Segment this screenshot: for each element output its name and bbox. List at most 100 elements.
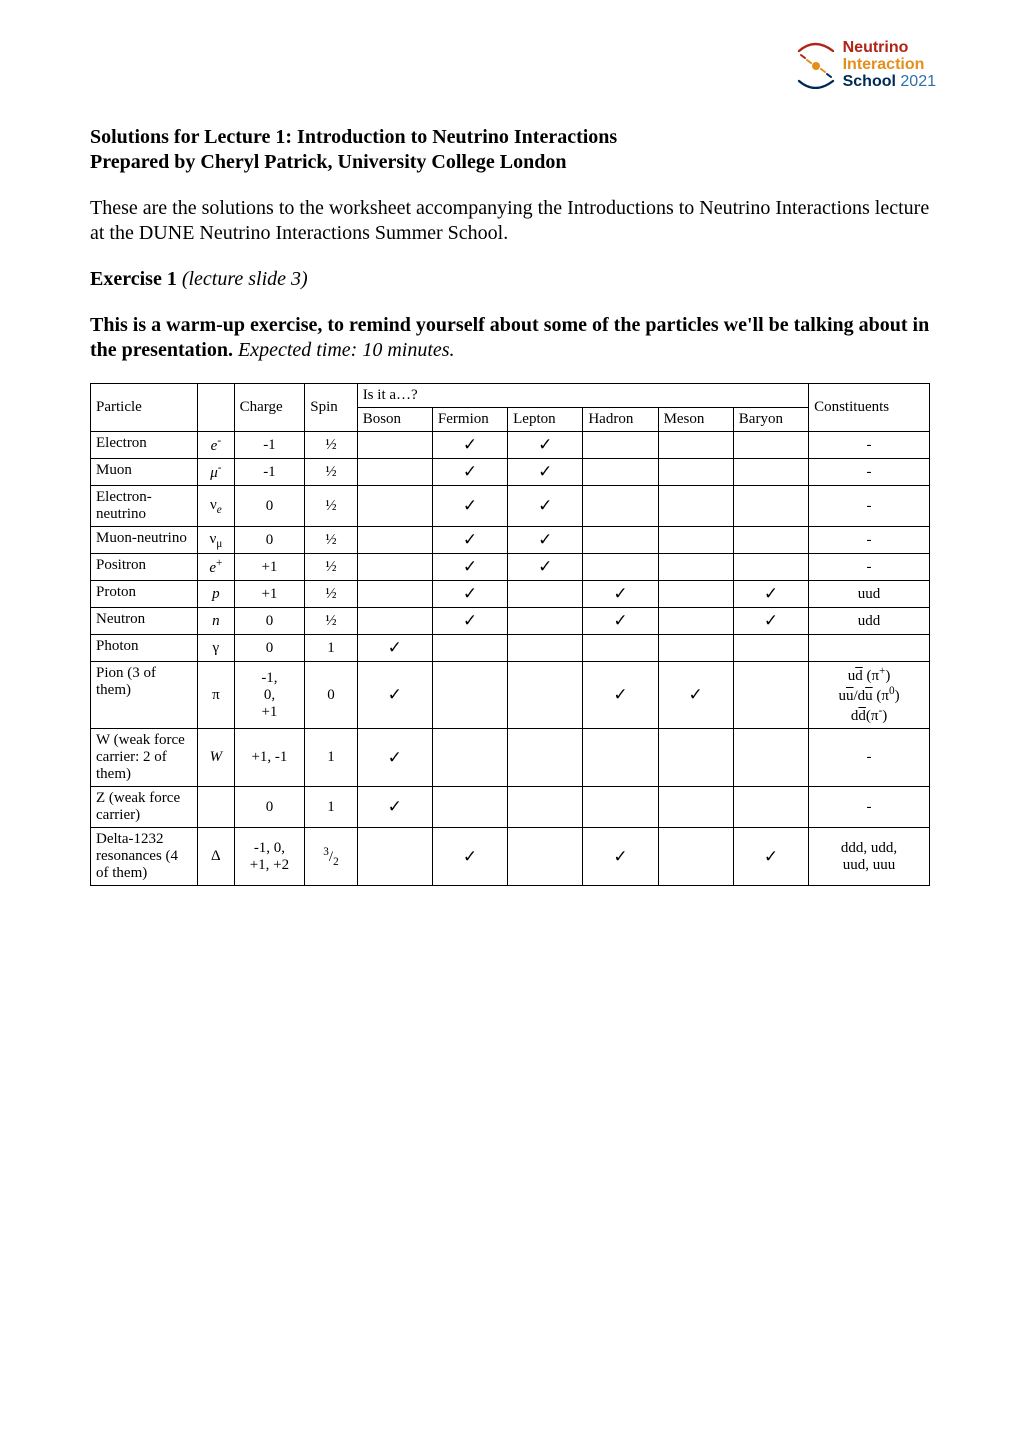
cell-hadron — [583, 635, 658, 662]
th-baryon: Baryon — [733, 408, 808, 432]
table-body: Electrone--1½✓✓-Muonμ--1½✓✓-Electron-neu… — [91, 432, 930, 886]
table-row: Muonμ--1½✓✓- — [91, 459, 930, 486]
page-title: Solutions for Lecture 1: Introduction to… — [90, 126, 930, 149]
cell-lepton: ✓ — [508, 432, 583, 459]
cell-meson — [658, 608, 733, 635]
cell-boson — [357, 608, 432, 635]
cell-lepton: ✓ — [508, 527, 583, 554]
cell-lepton — [508, 828, 583, 886]
cell-charge: +1 — [234, 581, 305, 608]
cell-constituents — [809, 635, 930, 662]
cell-symbol: W — [198, 729, 234, 787]
cell-fermion: ✓ — [432, 581, 507, 608]
th-hadron: Hadron — [583, 408, 658, 432]
cell-baryon — [733, 554, 808, 581]
cell-particle: Photon — [91, 635, 198, 662]
cell-meson — [658, 729, 733, 787]
table-row: Z (weak force carrier)01✓- — [91, 787, 930, 828]
cell-constituents: ddd, udd,uud, uuu — [809, 828, 930, 886]
cell-hadron: ✓ — [583, 608, 658, 635]
cell-lepton — [508, 662, 583, 729]
cell-baryon — [733, 527, 808, 554]
cell-charge: 0 — [234, 486, 305, 527]
cell-constituents: - — [809, 432, 930, 459]
cell-constituents: - — [809, 787, 930, 828]
th-spin: Spin — [305, 384, 357, 432]
table-row: Electrone--1½✓✓- — [91, 432, 930, 459]
cell-symbol: e+ — [198, 554, 234, 581]
th-symbol — [198, 384, 234, 432]
cell-meson — [658, 581, 733, 608]
cell-symbol: n — [198, 608, 234, 635]
table-row: Neutronn0½✓✓✓udd — [91, 608, 930, 635]
cell-meson — [658, 486, 733, 527]
cell-fermion — [432, 635, 507, 662]
cell-particle: Electron-neutrino — [91, 486, 198, 527]
cell-hadron: ✓ — [583, 828, 658, 886]
cell-charge: 0 — [234, 635, 305, 662]
cell-fermion: ✓ — [432, 432, 507, 459]
page-subtitle: Prepared by Cheryl Patrick, University C… — [90, 151, 930, 174]
cell-hadron — [583, 729, 658, 787]
cell-spin: ½ — [305, 432, 357, 459]
cell-spin: 3/2 — [305, 828, 357, 886]
cell-symbol: νμ — [198, 527, 234, 554]
cell-boson: ✓ — [357, 662, 432, 729]
cell-spin: 0 — [305, 662, 357, 729]
cell-baryon — [733, 729, 808, 787]
warmup-bold: This is a warm-up exercise, to remind yo… — [90, 314, 929, 361]
cell-symbol: Δ — [198, 828, 234, 886]
cell-constituents: ud (π+)uu/du (π0)dd(π-) — [809, 662, 930, 729]
cell-particle: Electron — [91, 432, 198, 459]
cell-baryon — [733, 432, 808, 459]
cell-meson — [658, 787, 733, 828]
cell-lepton: ✓ — [508, 459, 583, 486]
cell-boson — [357, 554, 432, 581]
cell-spin: ½ — [305, 486, 357, 527]
cell-meson — [658, 459, 733, 486]
exercise-label: Exercise 1 (lecture slide 3) — [90, 268, 930, 291]
cell-baryon: ✓ — [733, 581, 808, 608]
cell-particle: Positron — [91, 554, 198, 581]
cell-particle: Muon-neutrino — [91, 527, 198, 554]
cell-boson: ✓ — [357, 635, 432, 662]
cell-constituents: - — [809, 554, 930, 581]
logo-text: Neutrino Interaction School 2021 — [843, 40, 936, 90]
cell-particle: Delta-1232 resonances (4 of them) — [91, 828, 198, 886]
cell-fermion: ✓ — [432, 608, 507, 635]
warmup-ital: Expected time: 10 minutes. — [238, 339, 455, 361]
cell-symbol: νe — [198, 486, 234, 527]
cell-fermion: ✓ — [432, 459, 507, 486]
cell-particle: Z (weak force carrier) — [91, 787, 198, 828]
cell-spin: 1 — [305, 787, 357, 828]
cell-symbol — [198, 787, 234, 828]
cell-fermion: ✓ — [432, 828, 507, 886]
cell-hadron: ✓ — [583, 662, 658, 729]
logo: Neutrino Interaction School 2021 — [795, 40, 936, 90]
cell-constituents: uud — [809, 581, 930, 608]
particle-table: Particle Charge Spin Is it a…? Constitue… — [90, 383, 930, 886]
cell-charge: -1, 0,+1, +2 — [234, 828, 305, 886]
cell-particle: Proton — [91, 581, 198, 608]
cell-baryon: ✓ — [733, 828, 808, 886]
cell-particle: Pion (3 of them) — [91, 662, 198, 729]
cell-particle: W (weak force carrier: 2 of them) — [91, 729, 198, 787]
cell-baryon: ✓ — [733, 608, 808, 635]
cell-spin: ½ — [305, 459, 357, 486]
cell-lepton — [508, 729, 583, 787]
cell-hadron — [583, 459, 658, 486]
cell-fermion: ✓ — [432, 527, 507, 554]
cell-meson — [658, 635, 733, 662]
cell-baryon — [733, 459, 808, 486]
cell-baryon — [733, 787, 808, 828]
cell-spin: 1 — [305, 729, 357, 787]
th-boson: Boson — [357, 408, 432, 432]
cell-symbol: μ- — [198, 459, 234, 486]
cell-meson — [658, 554, 733, 581]
cell-hadron: ✓ — [583, 581, 658, 608]
cell-charge: -1 — [234, 432, 305, 459]
cell-spin: ½ — [305, 527, 357, 554]
table-row: W (weak force carrier: 2 of them)W+1, -1… — [91, 729, 930, 787]
cell-hadron — [583, 486, 658, 527]
cell-charge: -1 — [234, 459, 305, 486]
